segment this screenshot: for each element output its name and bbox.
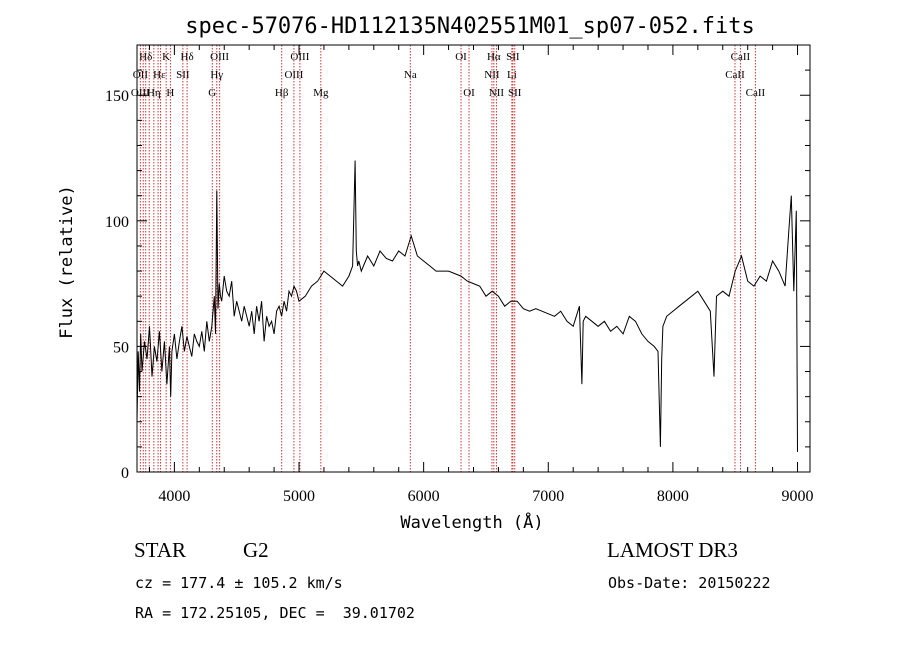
y-tick-label: 100 [105,214,129,231]
line-label: OI [455,51,467,63]
line-label: G [208,87,216,99]
spectrum-line [136,160,798,452]
ra-dec-coordinates: RA = 172.25105, DEC = 39.01702 [135,604,415,622]
x-tick-label: 9000 [782,488,814,505]
emission-line-markers [139,45,756,472]
axis-ticks [137,44,810,473]
line-label: SII [176,69,190,81]
line-label: OIII [131,87,150,99]
line-label: Mg [313,87,329,99]
plot-frame [136,44,811,473]
line-label: OIII [290,51,309,63]
y-tick-label: 0 [121,465,129,482]
line-label: OII [133,69,149,81]
x-axis-label: Wavelength (Å) [400,511,543,533]
line-label: Hε [153,69,166,81]
line-label: NII [484,69,500,81]
x-tick-label: 7000 [532,488,564,505]
line-label: Hδ [139,51,152,63]
emission-line-labels: Hδ K Hδ OIII OIII OI Hα SII CaII OII Hε SII Hγ OIII Na… [131,51,766,99]
survey-name: LAMOST DR3 [607,538,738,562]
line-label: OIII [284,69,303,81]
y-tick-label: 150 [105,88,129,105]
line-label: K [162,51,170,63]
x-tick-label: 6000 [408,488,440,505]
line-label: CaII [725,69,745,81]
line-label: SII [508,87,522,99]
redshift-velocity: cz = 177.4 ± 105.2 km/s [135,574,343,592]
line-label: H [166,87,174,99]
observation-date: Obs-Date: 20150222 [608,574,771,592]
line-label: NII [489,87,505,99]
line-label: Li [507,69,517,81]
x-tick-label: 5000 [283,488,315,505]
line-label: Na [404,69,417,81]
object-subclass: G2 [243,538,269,562]
line-label: Hα [487,51,501,63]
x-tick-label: 8000 [657,488,689,505]
line-label: CaII [746,87,766,99]
chart-title: spec-57076-HD112135N402551M01_sp07-052.f… [185,14,755,39]
y-axis-label: Flux (relative) [57,185,77,339]
y-tick-label: 50 [113,339,129,356]
line-label: OIII [210,51,229,63]
axis-tick-labels: 4000 5000 6000 7000 8000 9000 0 50 100 150 [105,88,814,505]
x-tick-label: 4000 [158,488,190,505]
line-label: Hγ [210,69,223,81]
line-label: CaII [731,51,751,63]
line-label: OI [463,87,475,99]
line-label: Hη [147,87,161,99]
object-class: STAR [134,538,186,562]
line-label: Hδ [181,51,194,63]
line-label: SII [506,51,520,63]
line-label: Hβ [275,87,289,99]
